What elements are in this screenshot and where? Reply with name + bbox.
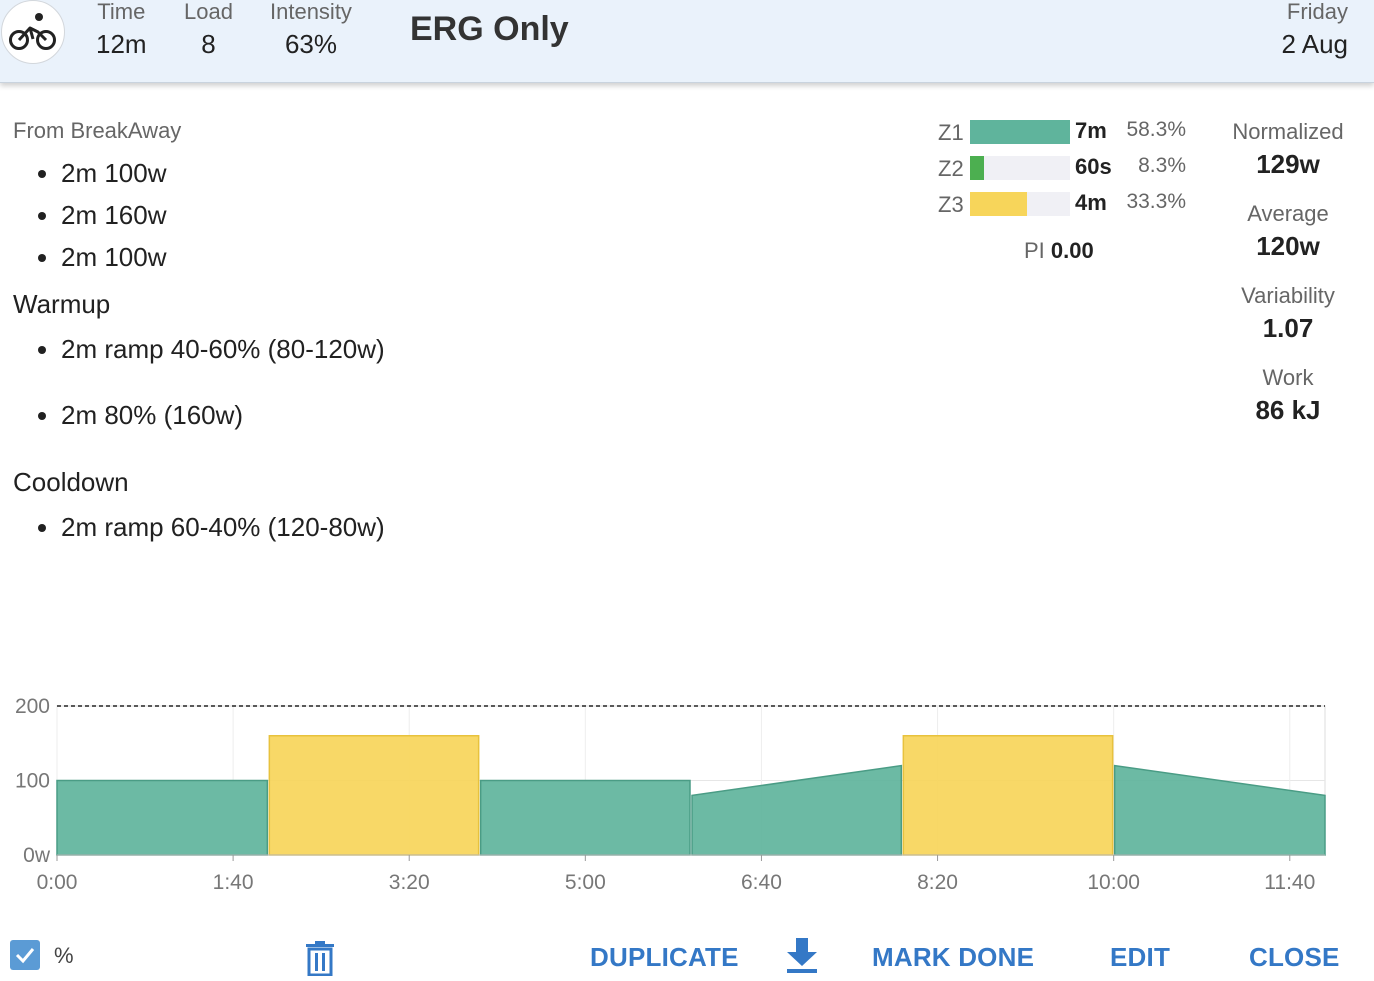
stat-label: Time <box>97 0 146 24</box>
chart-segment <box>902 735 1114 856</box>
stat-load: Load 8 <box>184 0 233 64</box>
percent-label: % <box>54 943 74 968</box>
chart-segment <box>268 735 480 856</box>
zone-percent: 33.3% <box>1126 190 1186 213</box>
x-tick-label: 11:40 <box>1264 871 1315 894</box>
stat-value: 8 <box>201 29 216 59</box>
cooldown-steps: 2m ramp 60-40% (120-80w) <box>13 506 893 548</box>
intro-steps: 2m 100w 2m 160w 2m 100w <box>13 152 893 278</box>
close-button[interactable]: CLOSE <box>1249 942 1340 972</box>
warmup-heading: Warmup <box>13 289 111 319</box>
stat-intensity: Intensity 63% <box>270 0 352 64</box>
metric-label: Normalized <box>1232 119 1344 144</box>
x-tick-label: 5:00 <box>565 871 606 894</box>
metric-normalized: Normalized 129w <box>1218 118 1358 182</box>
zone-time: 60s <box>1075 154 1112 179</box>
percent-checkbox[interactable] <box>10 940 40 970</box>
zone-percent: 8.3% <box>1138 154 1186 177</box>
activity-avatar[interactable] <box>1 0 65 64</box>
stat-time: Time 12m <box>96 0 147 64</box>
workout-description: From BreakAway 2m 100w 2m 160w 2m 100w W… <box>13 118 893 548</box>
y-tick-label: 200 <box>15 695 50 718</box>
pi-stat: PI 0.00 <box>1024 238 1094 264</box>
metric-value: 120w <box>1256 231 1320 261</box>
source-label: From BreakAway <box>13 118 182 143</box>
mark-done-button[interactable]: MARK DONE <box>872 942 1035 972</box>
metric-value: 86 kJ <box>1255 395 1321 425</box>
cooldown-heading: Cooldown <box>13 467 129 497</box>
zone-bar-fill <box>970 156 984 180</box>
download-icon <box>787 938 817 973</box>
duplicate-button[interactable]: DUPLICATE <box>590 942 739 972</box>
list-item: 2m ramp 60-40% (120-80w) <box>61 506 893 548</box>
power-profile-chart: 0w 100 200 0:00 1:40 3:20 5:00 6:40 8:20 10:00 11:… <box>15 695 1326 894</box>
workout-title: ERG Only <box>410 10 569 48</box>
list-item: 2m ramp 40-60% (80-120w) <box>61 328 893 370</box>
warmup-steps: 2m ramp 40-60% (80-120w) 2m 80% (160w) <box>13 328 893 436</box>
metric-value: 1.07 <box>1262 313 1314 343</box>
zone-time: 4m <box>1075 190 1107 215</box>
day-month: 2 Aug <box>1281 29 1348 59</box>
x-tick-label: 3:20 <box>389 871 430 894</box>
workout-header: Time 12m Load 8 Intensity 63% ERG Only F… <box>0 0 1374 83</box>
metric-label: Average <box>1247 201 1329 226</box>
zone-bar <box>970 192 1070 216</box>
stat-label: Load <box>184 0 233 24</box>
x-tick-label: 0:00 <box>37 871 78 894</box>
edit-button[interactable]: EDIT <box>1110 942 1171 972</box>
list-item: 2m 100w <box>61 152 893 194</box>
zone-bar-fill <box>970 120 1070 144</box>
stat-value: 12m <box>96 29 147 59</box>
zone-label: Z1 <box>938 120 964 145</box>
metric-work: Work 86 kJ <box>1218 364 1358 428</box>
metric-label: Work <box>1262 365 1314 390</box>
zone-percent: 58.3% <box>1126 118 1186 141</box>
action-bar: % DUPLICATE MARK DONE EDIT CLOSE <box>0 930 1374 980</box>
x-tick-label: 1:40 <box>213 871 254 894</box>
zone-label: Z2 <box>938 156 964 181</box>
x-tick-label: 8:20 <box>917 871 958 894</box>
download-button[interactable] <box>785 938 819 979</box>
workout-date: Friday 2 Aug <box>1281 0 1348 64</box>
chart-segment <box>479 779 691 856</box>
checkmark-icon <box>15 948 35 964</box>
zone-time: 7m <box>1075 118 1107 143</box>
pi-value: 0.00 <box>1050 238 1094 263</box>
stat-label: Intensity <box>270 0 352 24</box>
y-tick-label: 0w <box>23 844 51 867</box>
metric-variability: Variability 1.07 <box>1218 282 1358 346</box>
metric-value: 129w <box>1256 149 1320 179</box>
power-metrics: Normalized 129w Average 120w Variability… <box>1218 118 1358 446</box>
day-of-week: Friday <box>1286 0 1348 24</box>
pi-label: PI <box>1024 238 1045 263</box>
metric-average: Average 120w <box>1218 200 1358 264</box>
stat-value: 63% <box>284 29 337 59</box>
bike-icon <box>9 13 56 50</box>
y-tick-label: 100 <box>15 770 50 793</box>
trash-icon <box>306 941 334 977</box>
delete-button[interactable] <box>304 940 336 981</box>
zone-bar <box>970 156 1070 180</box>
zone-bar-fill <box>970 192 1027 216</box>
list-item: 2m 160w <box>61 194 893 236</box>
zone-label: Z3 <box>938 192 964 217</box>
chart-segment <box>56 779 269 856</box>
x-tick-label: 10:00 <box>1087 871 1140 894</box>
metric-label: Variability <box>1241 283 1335 308</box>
list-item: 2m 100w <box>61 236 893 278</box>
list-item: 2m 80% (160w) <box>61 394 893 436</box>
zone-bar <box>970 120 1070 144</box>
x-tick-label: 6:40 <box>741 871 782 894</box>
